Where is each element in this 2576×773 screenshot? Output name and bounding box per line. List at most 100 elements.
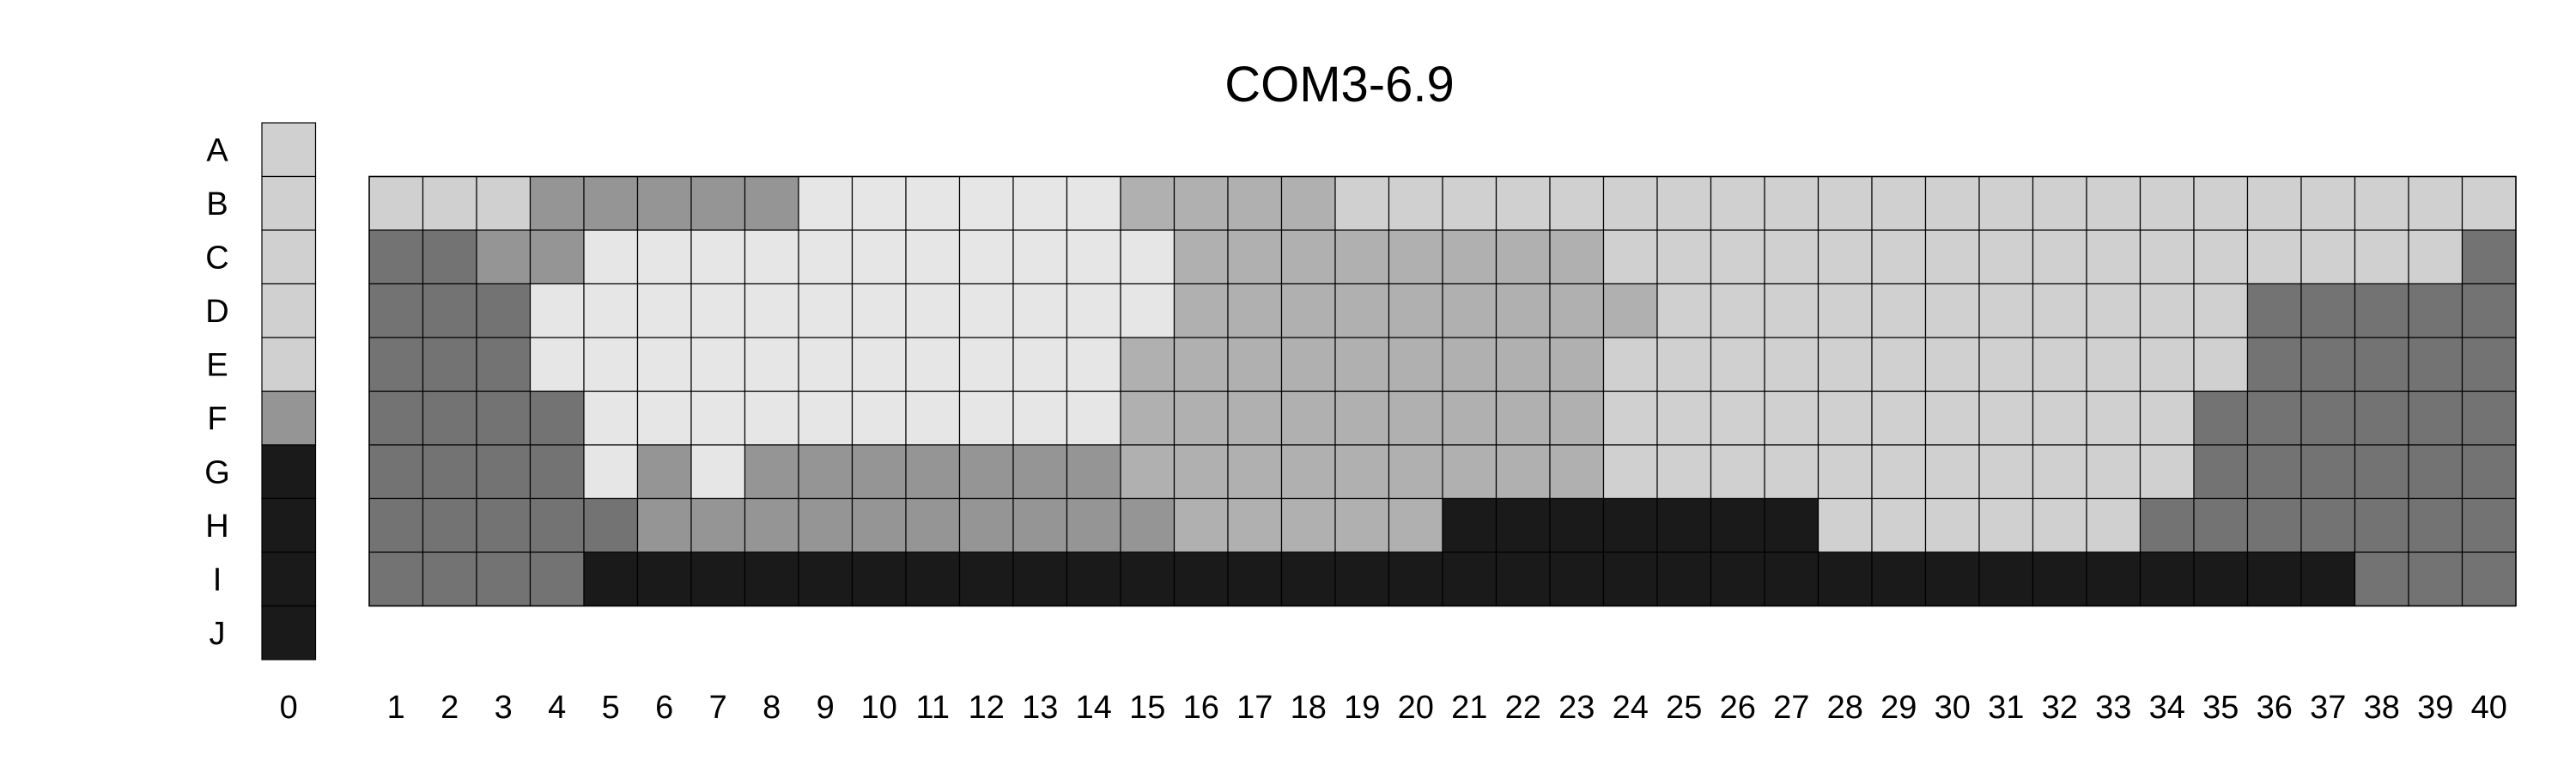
cell-b-39 xyxy=(2408,175,2464,231)
cell-d-24 xyxy=(1602,283,1658,338)
cell-i-34 xyxy=(2139,551,2195,607)
cell-b-22 xyxy=(1495,175,1551,231)
cell-b-30 xyxy=(1924,175,1980,231)
cell-h-37 xyxy=(2300,497,2356,553)
cell-g-2 xyxy=(422,444,477,500)
cell-e-6 xyxy=(636,337,692,393)
cell-c-26 xyxy=(1710,229,1765,285)
cell-b-25 xyxy=(1656,175,1712,231)
cell-g-22 xyxy=(1495,444,1551,500)
cell-h-27 xyxy=(1764,497,1820,553)
column-label-13: 13 xyxy=(1022,690,1058,726)
cell-i-28 xyxy=(1817,551,1873,607)
cell-i-19 xyxy=(1334,551,1390,607)
cell-h-26 xyxy=(1710,497,1765,553)
row-label-h: H xyxy=(205,508,228,545)
cell-h-20 xyxy=(1388,497,1443,553)
column-label-11: 11 xyxy=(916,690,950,726)
cell-d-9 xyxy=(798,283,854,338)
cell-c-7 xyxy=(690,229,746,285)
cell-e-34 xyxy=(2139,337,2195,393)
cell-d-13 xyxy=(1012,283,1068,338)
cell-d-6 xyxy=(636,283,692,338)
cell-c-33 xyxy=(2086,229,2142,285)
cell-b-5 xyxy=(583,175,639,231)
cell-h-10 xyxy=(851,497,907,553)
cell-b-1 xyxy=(368,175,424,231)
cell-i-23 xyxy=(1549,551,1605,607)
column-labels: 0 1 2 3 4 5 6 7 8 9 10 11 12 13 14 15 16 17 18 19 20 21 22 23 24… xyxy=(280,690,2507,726)
cell-f-18 xyxy=(1280,390,1336,446)
cell-e-1 xyxy=(368,337,424,393)
cell-i-8 xyxy=(744,551,799,607)
cell-f-38 xyxy=(2354,390,2409,446)
column-label-15: 15 xyxy=(1129,690,1165,726)
cell-e-36 xyxy=(2246,337,2302,393)
column-label-2: 2 xyxy=(440,690,459,726)
cell-f-16 xyxy=(1173,390,1229,446)
cell-c-39 xyxy=(2408,229,2464,285)
cell-h-33 xyxy=(2086,497,2142,553)
row-label-b: B xyxy=(206,186,228,222)
cell-i-22 xyxy=(1495,551,1551,607)
cell-g-3 xyxy=(476,444,532,500)
cell-e-14 xyxy=(1066,337,1121,393)
cell-f-22 xyxy=(1495,390,1551,446)
key-cell-h xyxy=(261,497,317,553)
column-label-16: 16 xyxy=(1183,690,1219,726)
cell-b-29 xyxy=(1871,175,1927,231)
cell-f-5 xyxy=(583,390,639,446)
key-cell-a xyxy=(261,122,317,178)
cell-d-15 xyxy=(1120,283,1176,338)
cell-b-37 xyxy=(2300,175,2356,231)
cell-d-31 xyxy=(1978,283,2034,338)
cell-g-20 xyxy=(1388,444,1443,500)
cell-c-20 xyxy=(1388,229,1443,285)
cell-g-38 xyxy=(2354,444,2409,500)
cell-g-8 xyxy=(744,444,799,500)
cell-h-22 xyxy=(1495,497,1551,553)
cell-g-23 xyxy=(1549,444,1605,500)
cell-b-6 xyxy=(636,175,692,231)
cell-i-17 xyxy=(1227,551,1283,607)
key-column xyxy=(261,122,317,660)
column-label-18: 18 xyxy=(1291,690,1327,726)
cell-f-15 xyxy=(1120,390,1176,446)
column-label-6: 6 xyxy=(655,690,673,726)
cell-e-18 xyxy=(1280,337,1336,393)
cell-h-2 xyxy=(422,497,477,553)
column-label-35: 35 xyxy=(2202,690,2239,726)
cell-f-36 xyxy=(2246,390,2302,446)
cell-d-5 xyxy=(583,283,639,338)
cell-d-25 xyxy=(1656,283,1712,338)
cell-g-33 xyxy=(2086,444,2142,500)
cell-f-30 xyxy=(1924,390,1980,446)
cell-f-39 xyxy=(2408,390,2464,446)
cell-b-32 xyxy=(2032,175,2087,231)
cell-b-11 xyxy=(905,175,961,231)
cell-i-1 xyxy=(368,551,424,607)
cell-i-21 xyxy=(1442,551,1498,607)
cell-h-4 xyxy=(529,497,585,553)
cell-h-23 xyxy=(1549,497,1605,553)
cell-f-4 xyxy=(529,390,585,446)
cell-b-16 xyxy=(1173,175,1229,231)
cell-d-8 xyxy=(744,283,799,338)
cell-d-32 xyxy=(2032,283,2087,338)
cell-f-34 xyxy=(2139,390,2195,446)
cell-e-29 xyxy=(1871,337,1927,393)
cell-d-10 xyxy=(851,283,907,338)
cell-e-17 xyxy=(1227,337,1283,393)
cell-b-19 xyxy=(1334,175,1390,231)
key-cell-f xyxy=(261,390,317,446)
cell-h-15 xyxy=(1120,497,1176,553)
cell-d-37 xyxy=(2300,283,2356,338)
cell-e-40 xyxy=(2461,337,2517,393)
cell-i-11 xyxy=(905,551,961,607)
cell-h-29 xyxy=(1871,497,1927,553)
row-label-a: A xyxy=(206,132,228,168)
cell-i-32 xyxy=(2032,551,2087,607)
cell-g-30 xyxy=(1924,444,1980,500)
key-cell-e xyxy=(261,337,317,393)
cell-i-31 xyxy=(1978,551,2034,607)
